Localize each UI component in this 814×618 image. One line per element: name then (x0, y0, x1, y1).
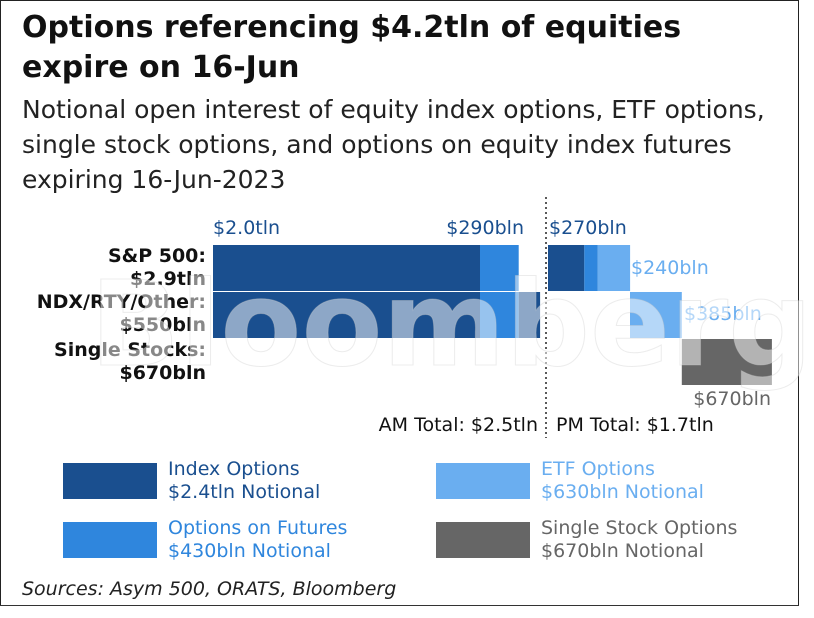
bar-index-options-am-row0 (213, 245, 480, 291)
footer-divider (0, 605, 799, 606)
value-label-single-stock-options-row2: $670bln (693, 388, 771, 410)
legend-swatch-etf-options (436, 463, 530, 499)
legend-notional-etf-options: $630bln Notional (541, 481, 704, 503)
bar-index-options-am-row1 (518, 292, 541, 338)
legend-name-index-options: Index Options (168, 458, 300, 480)
legend-notional-options-on-futures: $430bln Notional (168, 540, 331, 562)
bar-options-on-futures-pm-row0 (584, 245, 598, 291)
legend-notional-index-options: $2.4tln Notional (168, 481, 320, 503)
value-label-index-options-row0: $2.0tln (213, 217, 280, 239)
bar-index-options-am-row1 (213, 292, 480, 338)
bar-single-stock-options-pm-row2 (681, 339, 772, 385)
bloomberg-watermark: Bloomberg (90, 255, 813, 393)
bar-etf-options-pm-row1 (630, 292, 682, 338)
bar-index-options-pm-row0 (548, 245, 585, 291)
chart-subtitle: Notional open interest of equity index o… (22, 95, 765, 194)
value-label-etf-options-row0: $240bln (631, 257, 709, 279)
source-note: Sources: Asym 500, ORATS, Bloomberg (22, 578, 397, 600)
legend-name-single-stock-options: Single Stock Options (541, 517, 737, 539)
category-label-row2-line1: $670bln (119, 362, 206, 384)
category-label-row0-line1: $2.9tln (130, 268, 206, 290)
bar-options-on-futures-am-row0 (480, 245, 519, 291)
pm-total-label: PM Total: $1.7tln (556, 414, 714, 436)
am-total-label: AM Total: $2.5tln (379, 414, 538, 436)
value-label-options-on-futures-row0: $290bln (446, 217, 524, 239)
bar-options-on-futures-am-row1 (480, 292, 519, 338)
chart-title: Options referencing $4.2tln of equities … (22, 10, 682, 85)
legend-swatch-single-stock-options (436, 522, 530, 558)
legend-name-options-on-futures: Options on Futures (168, 517, 347, 539)
category-label-row2-line0: Single Stocks: (54, 339, 206, 361)
category-label-row1-line0: NDX/RTY/Other: (37, 291, 206, 313)
legend-notional-single-stock-options: $670bln Notional (541, 540, 704, 562)
legend-name-etf-options: ETF Options (541, 458, 655, 480)
legend-swatch-options-on-futures (63, 522, 157, 558)
value-label-etf-options-row1: $385bln (684, 303, 762, 325)
bar-etf-options-pm-row0 (597, 245, 631, 291)
category-label-row1-line1: $550bln (119, 314, 206, 336)
value-label-index-options-row0: $270bln (549, 217, 627, 239)
legend-swatch-index-options (63, 463, 157, 499)
category-label-row0-line0: S&P 500: (108, 245, 206, 267)
